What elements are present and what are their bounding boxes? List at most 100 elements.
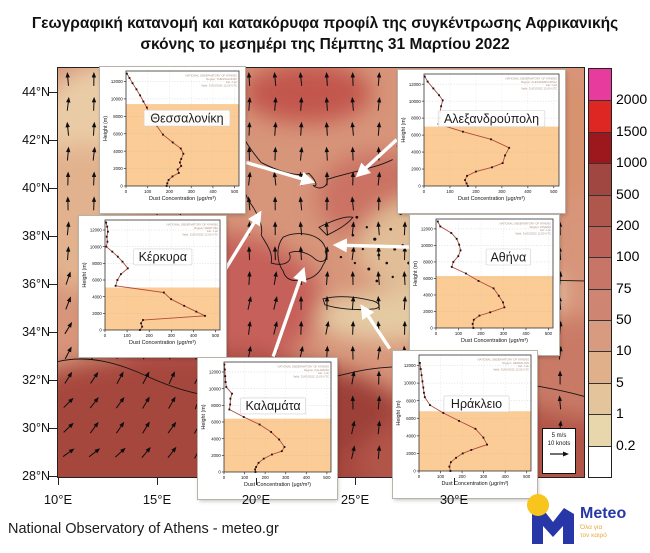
data-point-marker <box>418 362 421 364</box>
y-tick-label: 2000 <box>406 451 416 456</box>
wind-arrow <box>247 296 252 310</box>
y-tick-label: 4000 <box>406 433 416 438</box>
data-point-marker <box>429 404 431 406</box>
wind-arrow <box>558 345 563 360</box>
colorbar-tick-label: 5 <box>616 373 624 390</box>
data-point-marker <box>489 311 492 314</box>
data-point-marker <box>452 261 455 263</box>
data-point-marker <box>470 449 473 451</box>
wind-arrow <box>272 246 278 261</box>
data-point-marker <box>449 461 452 464</box>
meteo-logo: Meteo Όλα για τον καιρό <box>522 492 650 552</box>
fine-print-line: NATIONAL OBSERVATORY OF ATHENS <box>185 74 237 78</box>
data-point-marker <box>440 105 443 108</box>
inset-pointer-arrows <box>222 138 411 358</box>
data-point-marker <box>442 412 445 414</box>
data-point-marker <box>223 368 226 371</box>
y-tick-label: 2000 <box>411 167 421 172</box>
data-point-marker <box>280 450 283 453</box>
colorbar-tick-label: 10 <box>616 342 632 359</box>
wind-arrow <box>246 196 252 211</box>
data-point-marker <box>126 267 129 270</box>
lat-tick-mark <box>49 428 57 429</box>
dust-profile-inset: 0 2000 4000 6000 8000 10000 12000 0 100 200 300 400… <box>398 70 565 213</box>
data-point-marker <box>176 168 179 171</box>
wind-arrow <box>90 371 99 384</box>
colorbar-segment <box>589 69 611 101</box>
wind-arrow <box>324 271 330 285</box>
data-point-marker <box>455 456 457 459</box>
data-point-marker <box>128 77 131 79</box>
y-tick-label: 10000 <box>409 99 422 104</box>
data-point-marker <box>116 279 119 281</box>
lon-tick-mark <box>355 478 356 485</box>
lon-tick-mark <box>157 478 158 485</box>
dust-profile-inset: 0 2000 4000 6000 8000 10000 12000 0 100 200 300 400… <box>410 215 559 355</box>
data-point-marker <box>162 291 165 294</box>
wind-arrow <box>376 345 382 360</box>
data-point-marker <box>139 94 142 97</box>
data-point-marker <box>142 319 144 321</box>
data-point-marker <box>491 166 493 169</box>
wind-arrow <box>168 371 175 385</box>
dust-profile-chart: 0 2000 4000 6000 8000 10000 12000 0 100 200 300 400… <box>413 218 554 344</box>
fine-print-line: Valid: 31/03/2022 12:00 UTC <box>182 232 218 236</box>
lat-tick-label: 44°N <box>22 85 50 99</box>
wind-arrow <box>376 445 382 460</box>
wind-arrow <box>91 146 97 161</box>
lon-tick-mark <box>454 478 455 485</box>
wind-arrow <box>247 345 252 360</box>
data-point-marker <box>450 265 453 268</box>
x-tick-label: 400 <box>190 333 198 338</box>
data-point-marker <box>486 443 488 446</box>
data-point-marker <box>223 363 226 366</box>
x-axis-title: Dust Concentration (μgr/m³) <box>149 196 216 202</box>
y-tick-label: 0 <box>413 469 416 474</box>
wind-arrow <box>324 121 330 136</box>
fine-print-line: Lat - Lon <box>318 371 329 375</box>
x-axis-title: Dust Concentration (μgr/m³) <box>244 482 311 488</box>
data-point-marker <box>106 230 109 233</box>
wind-arrow <box>376 121 382 136</box>
x-tick-label: 500 <box>212 333 220 338</box>
wind-arrow <box>247 171 252 186</box>
city-label-box <box>240 397 306 415</box>
fine-print-line: Valid: 31/03/2022 12:00 UTC <box>201 83 237 87</box>
data-point-marker <box>497 294 500 297</box>
wind-arrow <box>247 121 252 136</box>
fine-print-line: NATIONAL OBSERVATORY OF ATHENS <box>277 365 329 369</box>
fine-print-line: NATIONAL OBSERVATORY OF ATHENS <box>166 223 218 227</box>
attribution-text: National Observatory of Athens - meteo.g… <box>8 521 279 537</box>
wind-arrow <box>273 320 278 335</box>
dust-profile-chart: 0 2000 4000 6000 8000 10000 12000 0 100 200 300 400… <box>82 219 221 346</box>
wind-arrow <box>376 295 381 310</box>
data-point-marker <box>106 240 109 243</box>
y-tick-label: 2000 <box>423 309 433 314</box>
y-axis-title: Height (m) <box>401 117 407 142</box>
y-tick-label: 2000 <box>211 453 221 458</box>
wind-arrow <box>558 271 563 285</box>
y-tick-label: 4000 <box>411 150 421 155</box>
wind-arrow <box>324 196 330 211</box>
fine-print-line: Region: KALAMATA <box>304 368 329 372</box>
pointer-arrow <box>355 138 398 178</box>
lat-tick-mark <box>49 188 57 189</box>
wind-arrow <box>167 446 177 459</box>
wind-arrow <box>298 246 304 261</box>
title-line-1: Γεωγραφική κατανομή και κατακόρυφα προφί… <box>31 15 619 32</box>
data-point-marker <box>441 99 444 102</box>
wind-legend-speed: 5 m/s <box>551 433 567 439</box>
wind-arrow <box>299 146 304 161</box>
wind-arrow <box>350 121 355 136</box>
lat-tick-label: 32°N <box>22 373 50 387</box>
x-tick-label: 100 <box>446 189 454 194</box>
x-tick-label: 300 <box>168 333 176 338</box>
data-point-marker <box>448 465 451 468</box>
x-tick-label: 400 <box>303 475 311 480</box>
colorbar-tick-label: 100 <box>616 248 640 265</box>
wind-arrow <box>115 396 125 409</box>
data-point-marker <box>229 397 232 400</box>
y-tick-label: 6000 <box>211 420 221 425</box>
data-point-marker <box>472 318 475 321</box>
x-tick-label: 100 <box>241 475 249 480</box>
